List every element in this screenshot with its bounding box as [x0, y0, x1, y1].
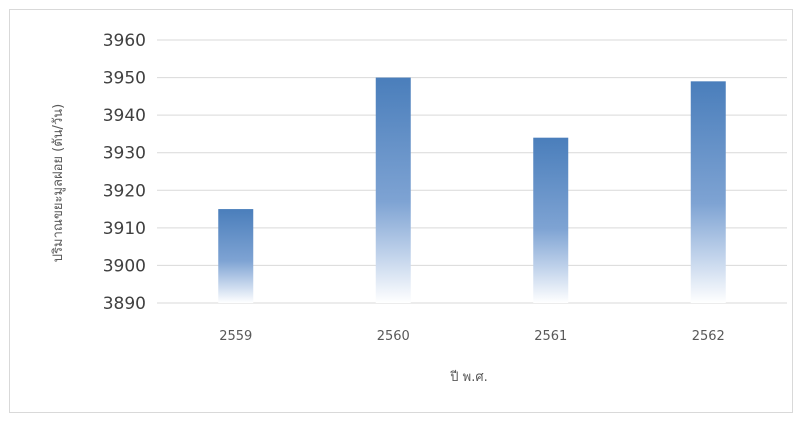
y-axis-title: ปริมาณขยะมูลฝอย (ตัน/วัน) [51, 104, 66, 262]
y-tick-label: 3900 [103, 256, 146, 276]
y-tick-label: 3940 [103, 106, 146, 126]
bars [218, 77, 726, 303]
gridlines [157, 39, 787, 304]
y-axis-ticks: 3890 3900 3910 3920 3930 3940 3950 3960 [103, 31, 146, 314]
x-axis-title: ปี พ.ศ. [449, 369, 488, 385]
bar-2561 [533, 137, 569, 303]
y-tick-label: 3950 [103, 69, 146, 89]
x-tick-label: 2562 [692, 329, 725, 344]
bar-2560 [375, 77, 411, 303]
x-axis-ticks: 2559 2560 2561 2562 [219, 329, 725, 344]
x-tick-label: 2559 [219, 329, 252, 344]
bar-2559 [218, 209, 254, 303]
y-tick-label: 3930 [103, 144, 146, 164]
y-tick-label: 3960 [103, 31, 146, 51]
x-tick-label: 2560 [377, 329, 410, 344]
y-tick-label: 3920 [103, 181, 146, 201]
bar-2562 [690, 81, 726, 303]
x-tick-label: 2561 [534, 329, 567, 344]
y-tick-label: 3890 [103, 294, 146, 314]
y-tick-label: 3910 [103, 219, 146, 239]
